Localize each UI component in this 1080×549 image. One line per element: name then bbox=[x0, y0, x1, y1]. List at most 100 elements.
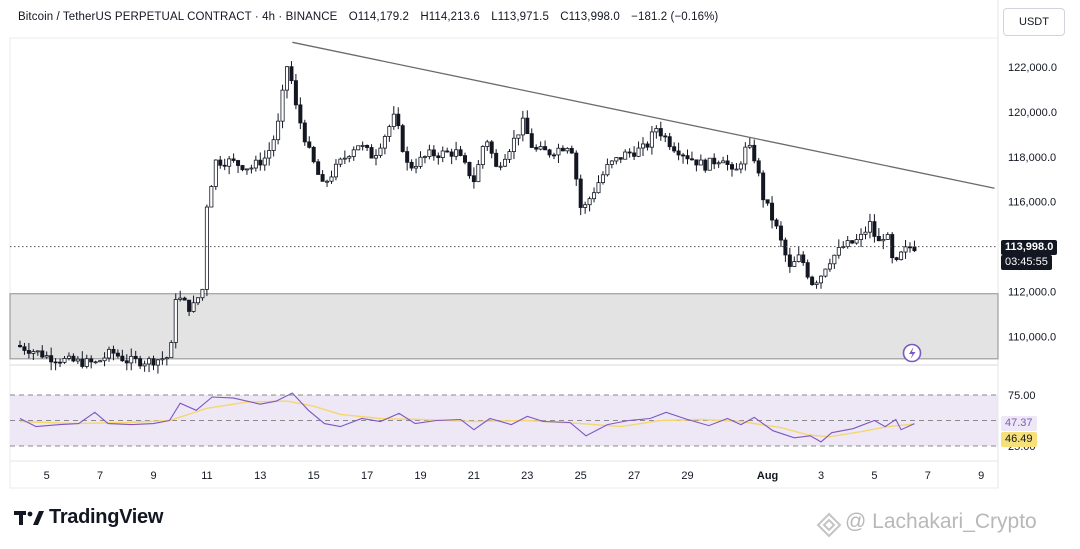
candle-body bbox=[440, 150, 445, 159]
candle-body bbox=[534, 147, 539, 150]
candle-body bbox=[53, 361, 58, 364]
candle-body bbox=[244, 168, 249, 171]
candle-body bbox=[667, 136, 672, 148]
candle-body bbox=[761, 172, 766, 201]
price-tick-label: 112,000.0 bbox=[1008, 287, 1056, 299]
candle-body bbox=[565, 148, 570, 152]
date-tick-label: 9 bbox=[150, 470, 156, 482]
candle-body bbox=[498, 165, 503, 168]
candle-body bbox=[854, 239, 859, 244]
candle-body bbox=[209, 186, 214, 208]
candle-body bbox=[912, 246, 917, 252]
candle-body bbox=[805, 262, 810, 278]
candle-body bbox=[538, 146, 543, 150]
candle-body bbox=[391, 113, 396, 127]
brand-name[interactable]: TradingView bbox=[49, 506, 164, 528]
candle-body bbox=[387, 126, 392, 137]
candle-body bbox=[360, 144, 365, 147]
candle-body bbox=[543, 146, 548, 151]
candle-body bbox=[320, 174, 325, 182]
rsi-tick-label: 75.00 bbox=[1008, 390, 1036, 402]
candle-body bbox=[859, 233, 864, 241]
ohlc-low: L113,971.5 bbox=[491, 11, 549, 23]
date-tick-label: 9 bbox=[978, 470, 984, 482]
candle-body bbox=[249, 167, 254, 170]
candle-body bbox=[899, 251, 904, 260]
candle-body bbox=[325, 180, 330, 183]
date-tick-label: 17 bbox=[361, 470, 373, 482]
header-separator: · bbox=[254, 11, 263, 23]
candle-body bbox=[752, 144, 757, 162]
candle-body bbox=[605, 164, 610, 176]
candle-body bbox=[445, 150, 450, 153]
candle-body bbox=[796, 254, 801, 262]
rsi-value-tag: 47.37 bbox=[1001, 416, 1037, 431]
candle-body bbox=[436, 155, 441, 159]
candle-body bbox=[721, 160, 726, 164]
watermark-logo bbox=[816, 512, 842, 538]
candle-body bbox=[872, 221, 877, 237]
candle-body bbox=[22, 346, 27, 351]
candle-body bbox=[836, 247, 841, 256]
candle-body bbox=[365, 144, 370, 148]
candle-body bbox=[476, 164, 481, 183]
candle-body bbox=[58, 361, 63, 364]
candle-body bbox=[525, 117, 530, 135]
price-tick-label: 110,000.0 bbox=[1008, 331, 1056, 343]
candle-body bbox=[698, 159, 703, 166]
support-zone bbox=[9, 293, 999, 360]
date-tick-label: 13 bbox=[254, 470, 266, 482]
candle-body bbox=[62, 358, 67, 363]
candle-body bbox=[178, 297, 183, 300]
candle-body bbox=[823, 268, 828, 277]
candle-body bbox=[151, 358, 156, 366]
axis-labels: 122,000.0 120,000.0 118,000.0 116,000.0 112,… bbox=[44, 62, 1057, 482]
price-tick-label: 120,000.0 bbox=[1008, 107, 1057, 119]
support-zone-rect bbox=[9, 293, 999, 360]
date-tick-label: 29 bbox=[681, 470, 693, 482]
candle-body bbox=[98, 360, 103, 363]
candle-body bbox=[351, 149, 356, 157]
candle-body bbox=[195, 297, 200, 304]
candle-body bbox=[592, 192, 597, 200]
candle-body bbox=[307, 141, 312, 148]
symbol-name: Bitcoin / TetherUS PERPETUAL CONTRACT bbox=[18, 11, 252, 23]
candle-body bbox=[262, 157, 267, 166]
candle-body bbox=[845, 240, 850, 247]
date-tick-label: 3 bbox=[818, 470, 824, 482]
candle-body bbox=[863, 231, 868, 235]
candle-body bbox=[49, 355, 54, 363]
candle-body bbox=[783, 239, 788, 256]
candle-body bbox=[164, 357, 169, 360]
candle-body bbox=[636, 147, 641, 157]
candle-body bbox=[160, 358, 165, 361]
candle-body bbox=[293, 80, 298, 106]
candle-body bbox=[31, 351, 36, 354]
candle-body bbox=[738, 163, 743, 170]
candle-body bbox=[93, 361, 98, 364]
currency-button[interactable]: USDT bbox=[1003, 8, 1065, 36]
candle-body bbox=[187, 299, 192, 312]
candle-body bbox=[747, 144, 752, 148]
date-tick-label: 19 bbox=[414, 470, 426, 482]
trendline[interactable] bbox=[292, 41, 995, 189]
candle-body bbox=[627, 151, 632, 154]
candle-body bbox=[672, 146, 677, 152]
candle-body bbox=[333, 163, 338, 178]
rsi-line bbox=[19, 392, 915, 443]
lightning-icon[interactable] bbox=[902, 343, 922, 363]
header-separator: · bbox=[278, 11, 286, 23]
candle-body bbox=[204, 206, 209, 290]
last-price-tag: 113,998.0 bbox=[1001, 240, 1058, 255]
date-tick-label: 15 bbox=[308, 470, 320, 482]
price-tick-label: 118,000.0 bbox=[1008, 152, 1056, 164]
candle-body bbox=[658, 128, 663, 137]
candle-body bbox=[681, 154, 686, 157]
candle-body bbox=[222, 164, 227, 167]
candle-body bbox=[578, 178, 583, 208]
date-tick-label: 25 bbox=[575, 470, 587, 482]
candle-body bbox=[810, 276, 815, 286]
candle-body bbox=[801, 254, 806, 264]
date-tick-label: 7 bbox=[97, 470, 103, 482]
